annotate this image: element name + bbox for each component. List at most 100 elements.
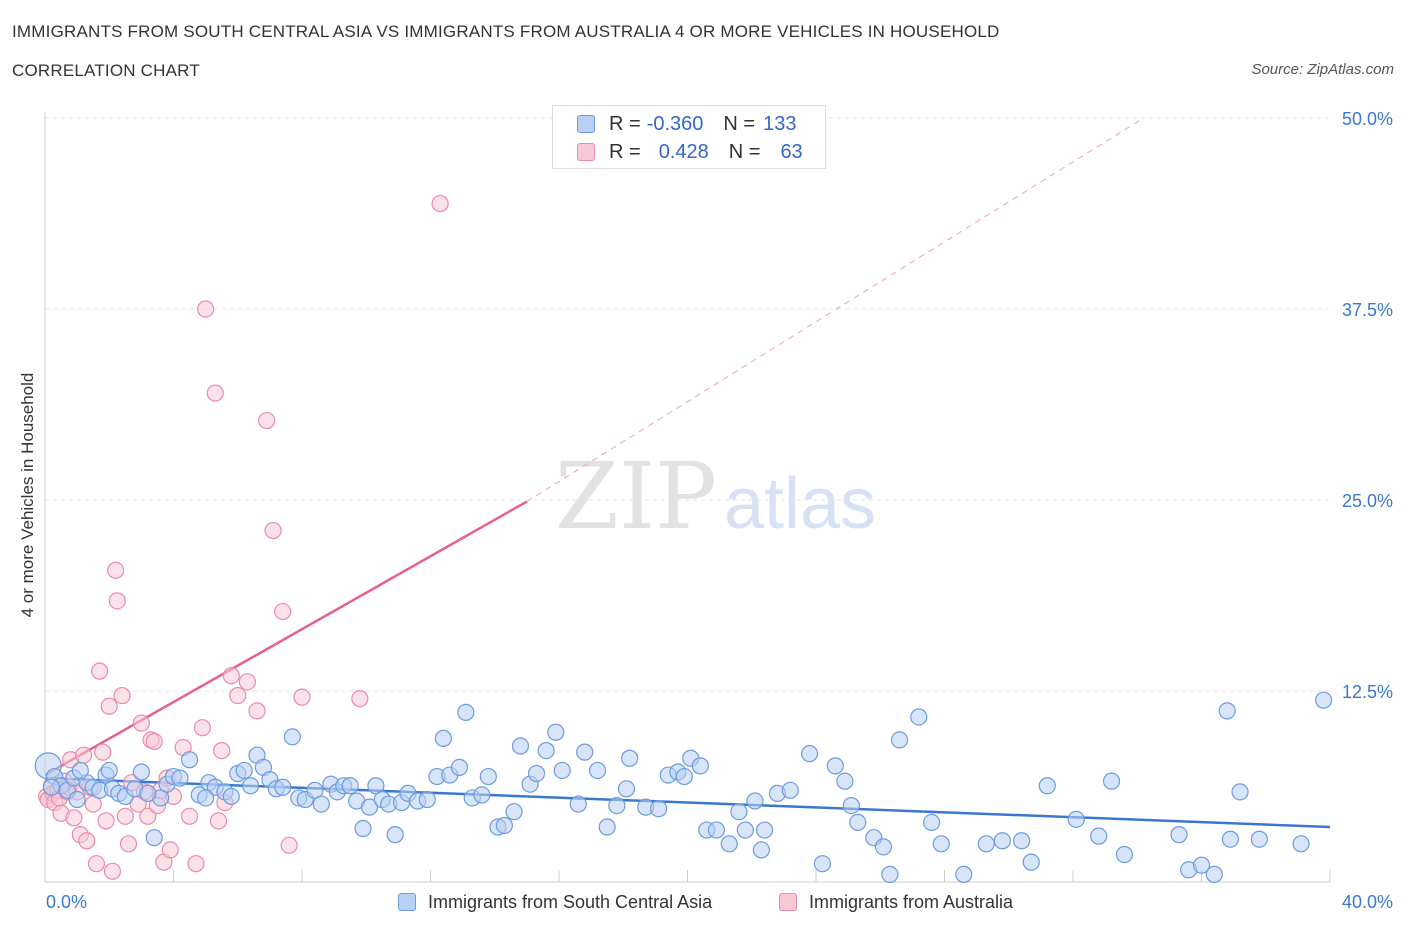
data-point [753,842,769,858]
legend-swatch-blue [577,115,595,133]
data-point [239,674,255,690]
data-point [1116,846,1132,862]
data-point [757,822,773,838]
data-point [249,703,265,719]
data-point [236,762,252,778]
data-point [275,604,291,620]
data-point [243,778,259,794]
data-point [146,830,162,846]
data-point [692,758,708,774]
data-point [198,790,214,806]
data-point [843,798,859,814]
data-point [133,715,149,731]
data-point [275,779,291,795]
legend-r-value: 0.428 [659,141,709,164]
data-point [622,750,638,766]
data-point [548,724,564,740]
data-point [76,747,92,763]
data-point [506,804,522,820]
legend-n-value: 133 [763,113,796,136]
data-point [676,769,692,785]
data-point [737,822,753,838]
data-point [284,729,300,745]
bottom-legend-label: Immigrants from South Central Asia [428,892,712,913]
data-point [1014,833,1030,849]
data-point [72,762,88,778]
data-point [1068,811,1084,827]
data-point [88,856,104,872]
data-point [194,720,210,736]
data-point [882,866,898,882]
x-tick-label: 0.0% [46,892,87,912]
data-point [451,759,467,775]
data-point [101,698,117,714]
data-point [496,817,512,833]
y-tick-label: 50.0% [1342,109,1393,129]
data-point [1023,854,1039,870]
data-point [480,769,496,785]
legend-row-south-central-asia: R = -0.360 N = 133 [577,112,796,136]
legend-r-label: R = [609,141,641,164]
data-point [875,839,891,855]
data-point [101,762,117,778]
data-point [66,810,82,826]
data-point [146,733,162,749]
data-point [708,822,724,838]
legend-row-australia: R = 0.428 N = 63 [577,140,803,164]
legend-n-label: N = [729,141,761,164]
data-point [1293,836,1309,852]
data-point [554,762,570,778]
data-point [827,758,843,774]
data-point [994,833,1010,849]
data-point [108,562,124,578]
data-point [294,689,310,705]
data-point [1316,692,1332,708]
data-point [850,814,866,830]
watermark-zip: ZIP [555,443,717,550]
data-point [1219,703,1235,719]
data-point [956,866,972,882]
data-point [1251,831,1267,847]
data-point [210,813,226,829]
data-point [387,827,403,843]
data-point [223,668,239,684]
data-point [1206,866,1222,882]
y-axis-label: 4 or more Vehicles in Household [18,373,37,618]
data-point [435,730,451,746]
y-tick-labels: 12.5%25.0%37.5%50.0% [1342,109,1393,702]
data-point [577,744,593,760]
data-point [911,709,927,725]
data-point [1222,831,1238,847]
data-point [69,791,85,807]
data-point [207,385,223,401]
watermark-atlas: atlas [724,464,876,544]
data-point [432,196,448,212]
data-point [43,779,59,795]
data-point [109,593,125,609]
zipatlas-watermark: ZIP atlas [555,443,876,550]
data-point [651,801,667,817]
data-point [281,837,297,853]
data-point [837,773,853,789]
legend-swatch-pink [577,143,595,161]
data-point [802,746,818,762]
legend-n-label: N = [723,113,755,136]
data-point [747,793,763,809]
data-point [214,743,230,759]
data-point [721,836,737,852]
data-point [814,856,830,872]
data-point [599,819,615,835]
data-point [198,301,214,317]
bottom-legend-swatch-blue [398,893,416,911]
data-point [182,752,198,768]
bottom-legend-swatch-pink [779,893,797,911]
data-point [114,688,130,704]
data-point [104,863,120,879]
data-point [892,732,908,748]
x-tick-labels: 0.0%40.0% [46,892,1393,912]
legend-n-value: 63 [780,141,802,164]
correlation-legend: R = -0.360 N = 133 R = 0.428 N = 63 [552,105,826,169]
data-point [1171,827,1187,843]
trend-line-south-central-asia [45,778,1330,827]
data-point [92,663,108,679]
